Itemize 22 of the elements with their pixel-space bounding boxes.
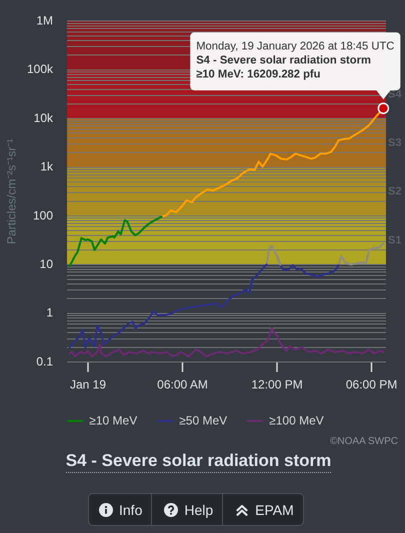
y-tick-label: 10k	[34, 110, 54, 125]
y-tick-label: 1M	[36, 14, 53, 28]
text: EPAM	[255, 502, 294, 518]
text: ©NOAA SWPC	[330, 436, 398, 447]
y-tick-label: 0.1	[36, 354, 54, 368]
annotation: Monday, 19 January 2026 at 18:45 UTC S4 - Severe solar radiation storm ≥10 MeV: 16209.282 pfu	[196, 40, 394, 80]
y-tick-label: 100	[32, 208, 54, 222]
y-tick-label: 100k	[26, 62, 54, 76]
x-tick-label: 06:00 PM	[346, 378, 398, 392]
legend-label: ≥10 MeV	[89, 413, 138, 428]
x-tick-label: 12:00 PM	[251, 378, 303, 392]
x-tick-label: 06:00 AM	[157, 378, 208, 392]
y-tick-label: 1	[46, 306, 54, 320]
text: Help	[184, 502, 214, 518]
y-axis-title: Particles/cm⁻²s⁻¹sr⁻¹	[4, 138, 19, 244]
text: S4 - Severe solar radiation storm	[66, 451, 332, 473]
legend-label: ≥50 MeV	[179, 413, 228, 428]
legend-label: ≥100 MeV	[269, 413, 324, 428]
y-tick-label: 1k	[40, 160, 54, 174]
y-tick-label: 10	[40, 256, 54, 271]
text: Info	[119, 502, 142, 518]
x-tick-label: Jan 19	[70, 378, 106, 392]
